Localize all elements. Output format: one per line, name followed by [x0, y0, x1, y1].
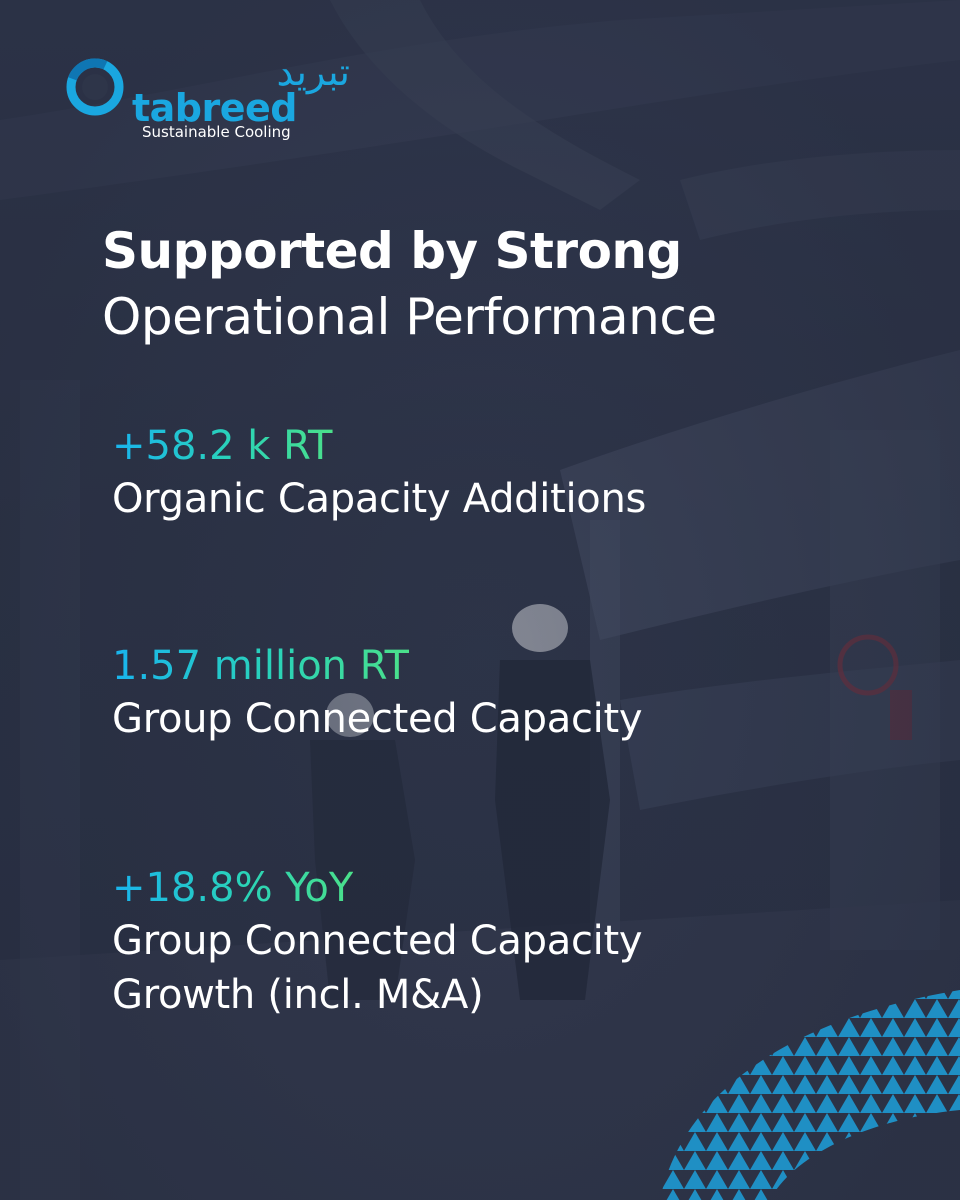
triangle-pattern-decoration [660, 990, 960, 1200]
headline: Supported by Strong Operational Performa… [102, 218, 922, 350]
stat-organic-capacity: +58.2 k RT Organic Capacity Additions [112, 420, 892, 526]
stat-capacity-growth: +18.8% YoY Group Connected Capacity Grow… [112, 862, 892, 1022]
stat-label-line-2: Growth (incl. M&A) [112, 972, 484, 1018]
logo-wordmark: tabreed [132, 86, 298, 130]
headline-line-2: Operational Performance [102, 288, 717, 346]
logo-ring-icon [66, 58, 124, 116]
logo-arabic-text: تبريد [276, 50, 350, 94]
tabreed-logo: تبريد tabreed Sustainable Cooling [64, 50, 350, 150]
stat-value: +18.8% YoY [112, 862, 353, 914]
stat-connected-capacity: 1.57 million RT Group Connected Capacity [112, 640, 892, 746]
headline-line-1: Supported by Strong [102, 222, 682, 280]
stat-value: +58.2 k RT [112, 420, 333, 472]
stat-label-line-1: Group Connected Capacity [112, 918, 643, 964]
stat-label: Organic Capacity Additions [112, 476, 647, 522]
stat-label: Group Connected Capacity [112, 696, 643, 742]
logo-tagline: Sustainable Cooling [142, 123, 291, 141]
stat-value: 1.57 million RT [112, 640, 409, 692]
